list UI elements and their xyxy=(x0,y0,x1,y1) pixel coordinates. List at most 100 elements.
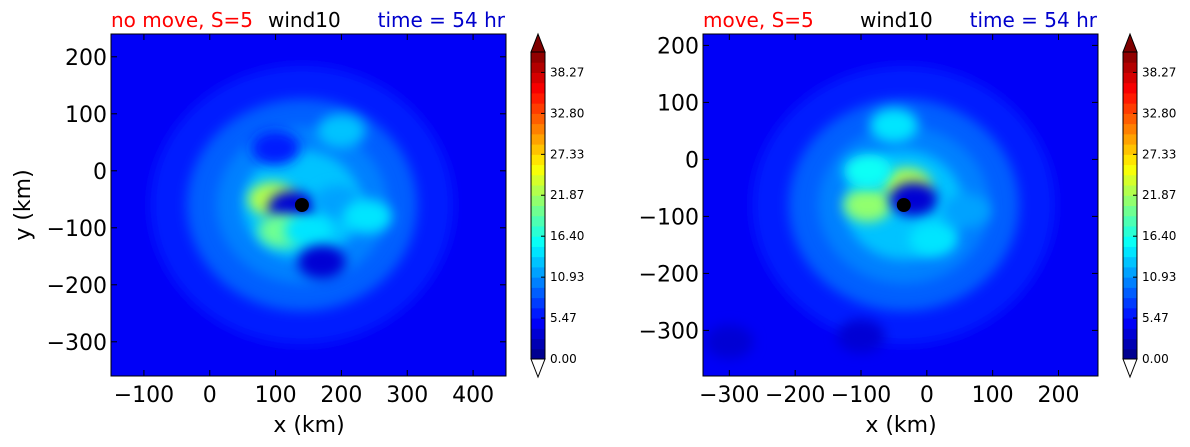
colorbar-segment xyxy=(1123,82,1137,94)
colorbar-segment xyxy=(1123,185,1137,196)
x-tick-label: −100 xyxy=(114,383,174,408)
colorbar-segment xyxy=(1123,297,1137,309)
x-tick-label: −100 xyxy=(831,383,891,408)
colorbar-segment xyxy=(531,236,545,247)
y-tick-label: 0 xyxy=(93,160,107,185)
colorbar-segment xyxy=(1123,225,1137,237)
colorbar-segment xyxy=(531,256,545,268)
colorbar-segment xyxy=(531,72,545,84)
y-tick-label: −300 xyxy=(639,319,699,344)
colorbar: 0.00 5.47 10.93 16.40 21.87 27.33 32.80 38.27 xyxy=(1122,32,1176,379)
colorbar-tick-label: 32.80 xyxy=(550,106,584,120)
colorbar-extend-min xyxy=(1122,358,1138,379)
colorbar-tick-label: 38.27 xyxy=(1142,65,1176,79)
colorbar-segment xyxy=(531,92,545,104)
y-tick-label: 200 xyxy=(657,34,699,59)
colorbar-segment xyxy=(1123,164,1137,176)
colorbar-tick-label: 38.27 xyxy=(550,65,584,79)
colorbar-segment xyxy=(1123,307,1137,319)
colorbar-segment xyxy=(531,82,545,94)
colorbar-tick-label: 27.33 xyxy=(550,147,584,161)
colorbar-segment xyxy=(1123,113,1137,125)
colorbar-segment xyxy=(531,318,545,329)
wind-feature xyxy=(343,199,392,234)
x-tick-label: 0 xyxy=(203,383,217,408)
wind-feature xyxy=(869,108,918,143)
colorbar-segment xyxy=(531,185,545,196)
storm-center-marker xyxy=(294,198,309,212)
colorbar-segment xyxy=(531,307,545,319)
colorbar-tick-label: 27.33 xyxy=(1142,147,1176,161)
title-left: move, S=5 xyxy=(703,8,814,32)
colorbar-tick-label: 10.93 xyxy=(550,270,584,284)
y-tick-label: 100 xyxy=(657,91,699,116)
colorbar-tick-label: 0.00 xyxy=(1142,352,1169,366)
colorbar-segment xyxy=(1123,195,1137,206)
y-tick-label: 100 xyxy=(65,103,107,128)
colorbar-segment xyxy=(1123,72,1137,84)
panel-move: move, S=5 wind10 time = 54 hr −300 −200 −1… xyxy=(639,8,1177,438)
colorbar-tick-label: 16.40 xyxy=(550,229,584,243)
y-tick-label: −200 xyxy=(47,274,107,299)
colorbar-segment xyxy=(531,287,545,299)
colorbar-segment xyxy=(531,297,545,309)
wind-feature xyxy=(843,188,892,222)
colorbar-segment xyxy=(531,133,545,145)
colorbar-segment xyxy=(531,62,545,73)
field-marks xyxy=(705,108,991,359)
colorbar-segment xyxy=(1123,92,1137,104)
title-left: no move, S=5 xyxy=(111,8,253,32)
x-tick-label: 300 xyxy=(386,383,428,408)
x-tick-label: 200 xyxy=(1038,383,1080,408)
colorbar-tick-label: 10.93 xyxy=(1142,270,1176,284)
colorbar-segment xyxy=(1123,277,1137,288)
colorbar-segment xyxy=(531,164,545,176)
colorbar-segment xyxy=(1123,338,1137,350)
title-center: wind10 xyxy=(860,8,933,32)
colorbar-segment xyxy=(531,225,545,237)
colorbar-tick-label: 21.87 xyxy=(1142,188,1176,202)
x-tick-label: 400 xyxy=(452,383,494,408)
colorbar-segment xyxy=(531,328,545,340)
colorbar-segment xyxy=(531,215,545,227)
colorbar-segment xyxy=(1123,123,1137,135)
wind-feature xyxy=(297,245,346,279)
colorbar-segment xyxy=(531,338,545,350)
colorbar-extend-max xyxy=(530,32,546,53)
axes: −100 0 100 200 300 400 200 100 0 −100 −200 −300 xyxy=(47,33,507,408)
y-tick-label: −300 xyxy=(47,331,107,356)
colorbar-tick-label: 32.80 xyxy=(1142,106,1176,120)
y-axis-label: y (km) xyxy=(11,169,36,240)
colorbar-segment xyxy=(1123,287,1137,299)
colorbar-segment xyxy=(1123,318,1137,329)
colorbar-segment xyxy=(1123,144,1137,155)
colorbar-segment xyxy=(531,154,545,166)
colorbar-segment xyxy=(531,174,545,186)
y-tick-label: −200 xyxy=(639,262,699,287)
title-center: wind10 xyxy=(268,8,341,32)
colorbar-tick-label: 5.47 xyxy=(1142,311,1169,325)
colorbar-extend-max xyxy=(1122,32,1138,53)
colorbar-segment xyxy=(531,277,545,288)
colorbar-segment xyxy=(531,52,545,63)
colorbar-extend-min xyxy=(530,358,546,379)
colorbar-segment xyxy=(531,144,545,155)
colorbar-segment xyxy=(1123,348,1137,360)
colorbar-segment xyxy=(1123,215,1137,227)
field-marks xyxy=(248,113,392,279)
colorbar-segment xyxy=(1123,154,1137,166)
colorbar-segment xyxy=(1123,62,1137,73)
colorbar-tick-label: 5.47 xyxy=(550,311,577,325)
colorbar-segment xyxy=(531,348,545,360)
colorbar-segment xyxy=(531,103,545,114)
panel-no-move: no move, S=5 wind10 time = 54 hr −100 0 10… xyxy=(11,8,584,438)
colorbar-segment xyxy=(1123,52,1137,63)
wind-feature xyxy=(942,193,991,228)
colorbar: 0.00 5.47 10.93 16.40 21.87 27.33 32.80 38.27 xyxy=(530,32,584,379)
x-axis-label: x (km) xyxy=(273,413,344,438)
colorbar-segment xyxy=(1123,103,1137,114)
colorbar-segment xyxy=(1123,328,1137,340)
colorbar-tick-label: 16.40 xyxy=(1142,229,1176,243)
colorbar-tick-label: 21.87 xyxy=(550,188,584,202)
